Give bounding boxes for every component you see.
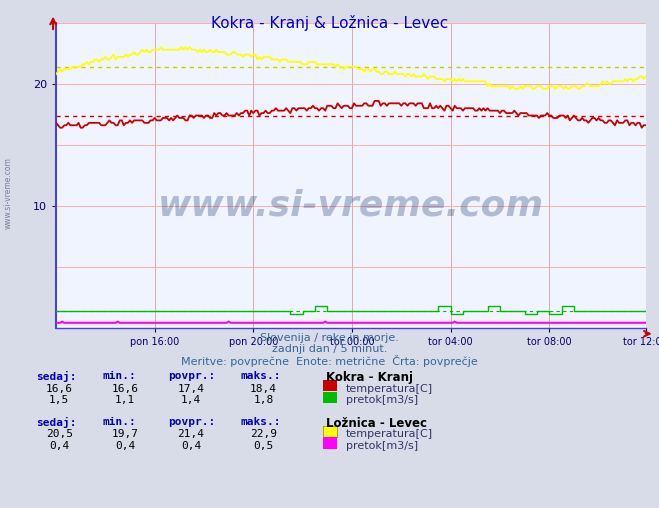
- Text: temperatura[C]: temperatura[C]: [346, 384, 433, 394]
- Text: Ložnica - Levec: Ložnica - Levec: [326, 417, 427, 430]
- Text: 1,5: 1,5: [49, 395, 69, 405]
- Text: 18,4: 18,4: [250, 384, 277, 394]
- Text: pretok[m3/s]: pretok[m3/s]: [346, 441, 418, 451]
- Text: maks.:: maks.:: [241, 371, 281, 381]
- Text: www.si-vreme.com: www.si-vreme.com: [158, 189, 544, 223]
- Text: pretok[m3/s]: pretok[m3/s]: [346, 395, 418, 405]
- Text: povpr.:: povpr.:: [168, 417, 215, 427]
- Text: 21,4: 21,4: [178, 429, 204, 439]
- Text: 22,9: 22,9: [250, 429, 277, 439]
- Text: 0,5: 0,5: [254, 441, 273, 451]
- Text: 1,1: 1,1: [115, 395, 135, 405]
- Text: 1,4: 1,4: [181, 395, 201, 405]
- Text: Meritve: povprečne  Enote: metrične  Črta: povprečje: Meritve: povprečne Enote: metrične Črta:…: [181, 355, 478, 367]
- Text: 17,4: 17,4: [178, 384, 204, 394]
- Text: 20,5: 20,5: [46, 429, 72, 439]
- Text: min.:: min.:: [102, 417, 136, 427]
- Text: sedaj:: sedaj:: [36, 417, 76, 428]
- Text: 19,7: 19,7: [112, 429, 138, 439]
- Text: min.:: min.:: [102, 371, 136, 381]
- Text: zadnji dan / 5 minut.: zadnji dan / 5 minut.: [272, 344, 387, 354]
- Text: 16,6: 16,6: [112, 384, 138, 394]
- Text: temperatura[C]: temperatura[C]: [346, 429, 433, 439]
- Text: www.si-vreme.com: www.si-vreme.com: [3, 157, 13, 229]
- Text: Slovenija / reke in morje.: Slovenija / reke in morje.: [260, 333, 399, 343]
- Text: 16,6: 16,6: [46, 384, 72, 394]
- Text: 0,4: 0,4: [115, 441, 135, 451]
- Text: 0,4: 0,4: [181, 441, 201, 451]
- Text: maks.:: maks.:: [241, 417, 281, 427]
- Text: povpr.:: povpr.:: [168, 371, 215, 381]
- Text: 0,4: 0,4: [49, 441, 69, 451]
- Text: sedaj:: sedaj:: [36, 371, 76, 382]
- Text: 1,8: 1,8: [254, 395, 273, 405]
- Text: Kokra - Kranj: Kokra - Kranj: [326, 371, 413, 384]
- Text: Kokra - Kranj & Ložnica - Levec: Kokra - Kranj & Ložnica - Levec: [211, 15, 448, 31]
